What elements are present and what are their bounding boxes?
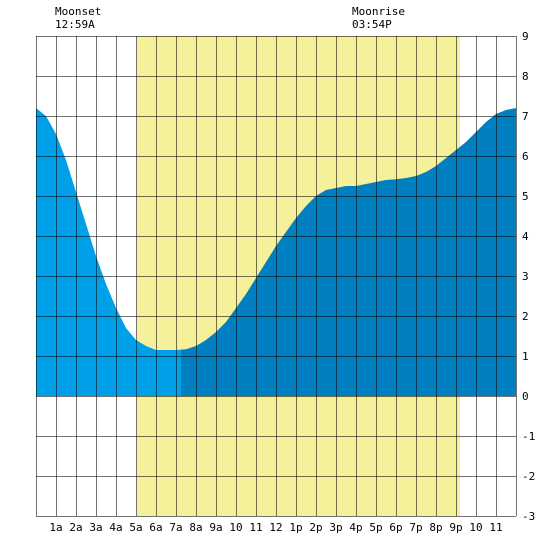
x-tick-label: 4p [349,521,362,534]
x-tick-label: 5a [129,521,142,534]
tide-area-rising [181,108,516,396]
y-tick-label: 3 [522,270,529,283]
x-tick-label: 10 [229,521,242,534]
x-tick-label: 9p [449,521,462,534]
x-tick-label: 2a [69,521,82,534]
x-tick-label: 7p [409,521,422,534]
x-tick-label: 7a [169,521,182,534]
x-tick-label: 6p [389,521,402,534]
moonrise-time: 03:54P [352,18,392,31]
y-tick-label: 4 [522,230,529,243]
x-tick-label: 11 [489,521,502,534]
x-tick-label: 11 [249,521,262,534]
x-tick-label: 9a [209,521,222,534]
y-tick-label: 5 [522,190,529,203]
y-tick-label: -2 [522,470,535,483]
y-tick-label: -3 [522,510,535,523]
x-tick-label: 1a [49,521,62,534]
x-tick-label: 3p [329,521,342,534]
x-tick-label: 8a [189,521,202,534]
x-tick-label: 5p [369,521,382,534]
moonset-label: Moonset [55,5,102,18]
tide-area-falling [36,108,181,396]
y-tick-label: 0 [522,390,529,403]
y-tick-label: 6 [522,150,529,163]
x-tick-label: 6a [149,521,162,534]
moonset-time: 12:59A [55,18,95,31]
y-tick-label: 2 [522,310,529,323]
x-tick-label: 2p [309,521,322,534]
y-tick-label: -1 [522,430,535,443]
x-tick-label: 8p [429,521,442,534]
moonrise-label: Moonrise [352,5,405,18]
y-tick-label: 9 [522,30,529,43]
x-tick-label: 1p [289,521,302,534]
x-tick-label: 4a [109,521,122,534]
x-tick-label: 12 [269,521,282,534]
y-tick-label: 8 [522,70,529,83]
y-tick-label: 1 [522,350,529,363]
x-tick-label: 3a [89,521,102,534]
x-tick-label: 10 [469,521,482,534]
y-tick-label: 7 [522,110,529,123]
